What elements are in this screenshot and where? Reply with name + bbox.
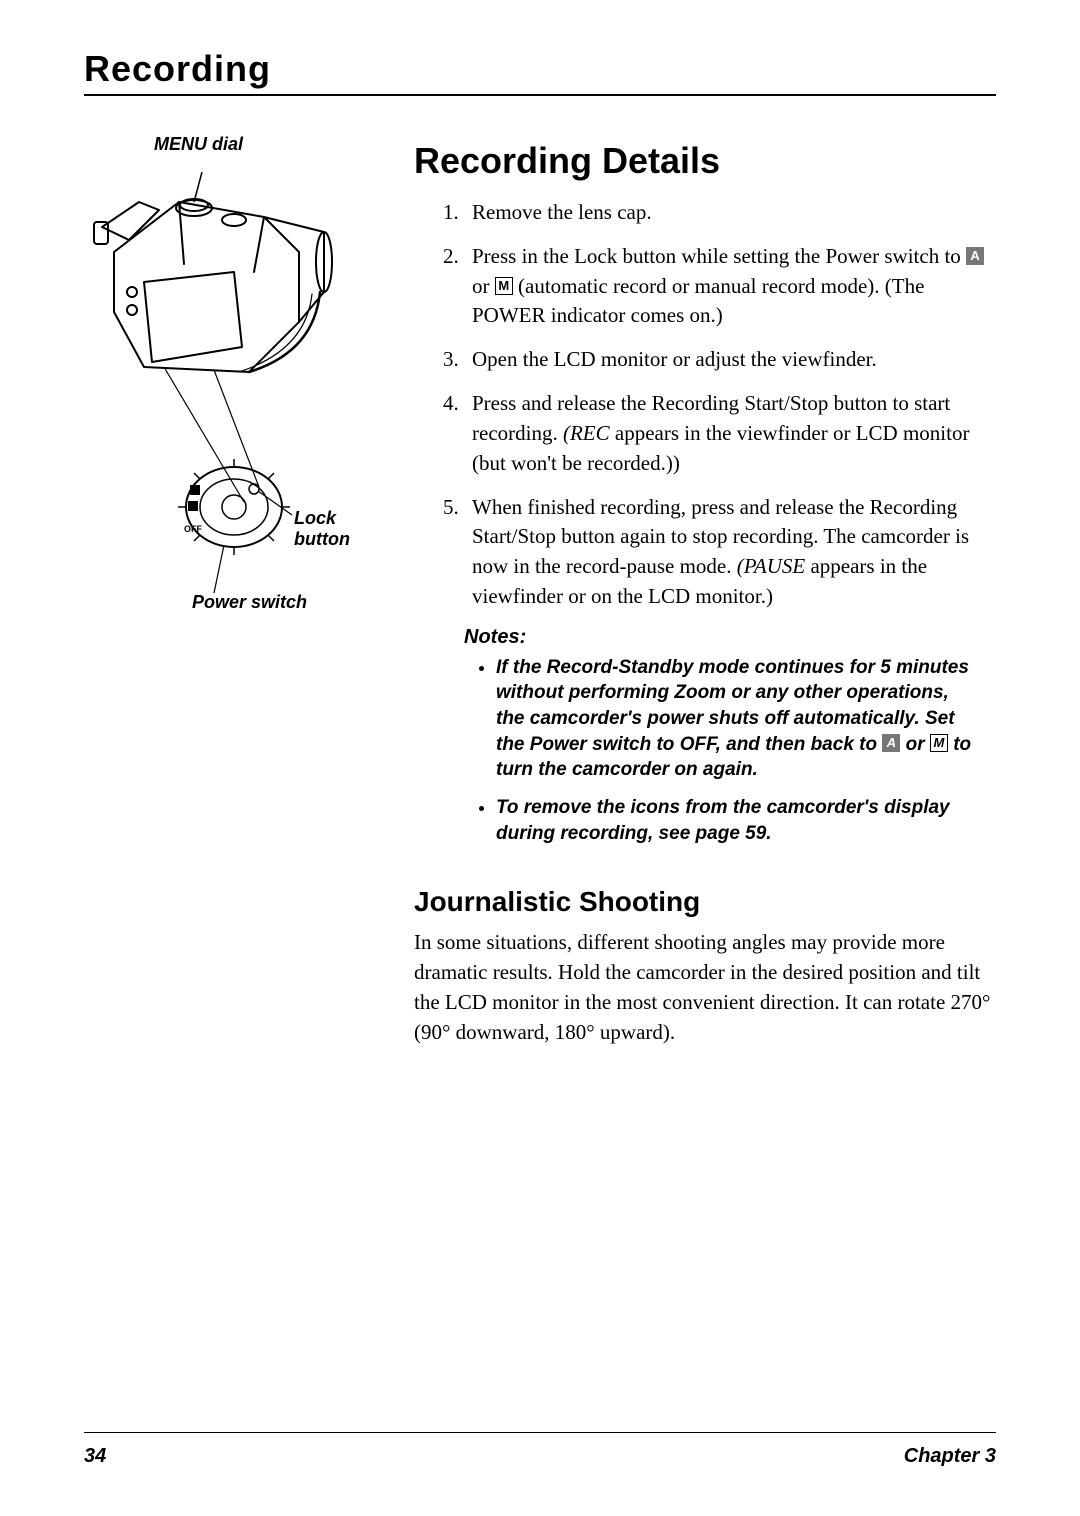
mode-a-icon: A (882, 734, 900, 752)
note-item: If the Record-Standby mode continues for… (496, 655, 996, 783)
chapter-footer: Chapter 3 (904, 1445, 996, 1468)
step-item: Remove the lens cap. (464, 198, 996, 228)
label-lock-button: Lock button (294, 508, 350, 550)
step-item: When finished recording, press and relea… (464, 493, 996, 612)
section-title-recording-details: Recording Details (414, 140, 996, 182)
step-item: Open the LCD monitor or adjust the viewf… (464, 345, 996, 375)
notes-list: If the Record-Standby mode continues for… (414, 655, 996, 846)
mode-m-icon: M (930, 734, 948, 752)
step-item: Press in the Lock button while setting t… (464, 242, 996, 331)
diagram-column: MENU dial Lock button Power switch (84, 140, 384, 1047)
page-number: 34 (84, 1445, 106, 1468)
step-item: Press and release the Recording Start/St… (464, 389, 996, 478)
section-title-journalistic: Journalistic Shooting (414, 886, 996, 918)
text-column: Recording Details Remove the lens cap. P… (414, 140, 996, 1047)
svg-text:OFF: OFF (184, 524, 202, 534)
chapter-heading: Recording (84, 48, 996, 96)
note-item: To remove the icons from the camcorder's… (496, 795, 996, 846)
mode-a-icon: A (966, 247, 984, 265)
notes-heading: Notes: (464, 626, 996, 649)
content-row: MENU dial Lock button Power switch (84, 140, 996, 1047)
journalistic-body: In some situations, different shooting a… (414, 928, 996, 1047)
steps-list: Remove the lens cap. Press in the Lock b… (414, 198, 996, 612)
label-power-switch: Power switch (192, 592, 307, 613)
page-footer: 34 Chapter 3 (84, 1432, 996, 1468)
label-menu-dial: MENU dial (154, 134, 243, 155)
mode-m-icon: M (495, 277, 513, 295)
